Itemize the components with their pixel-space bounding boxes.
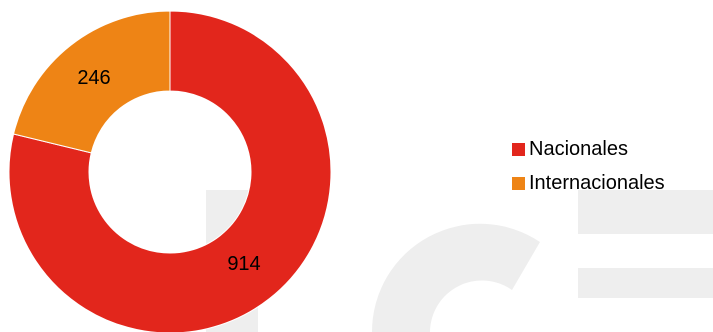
legend-label-nacionales: Nacionales (529, 137, 628, 160)
legend-label-internacionales: Internacionales (529, 171, 665, 194)
watermark-letter-c (371, 223, 540, 332)
watermark-letter-e-mid (578, 268, 713, 298)
donut-slices (8, 10, 332, 332)
watermark-letter-e-top (578, 190, 713, 234)
donut-slice-internacionales (12, 10, 171, 154)
legend-item-internacionales: Internacionales (512, 172, 665, 194)
data-label-internacionales: 246 (77, 67, 110, 89)
legend-swatch-internacionales (512, 176, 525, 190)
chart-legend: Nacionales Internacionales (512, 138, 665, 194)
legend-item-nacionales: Nacionales (512, 138, 665, 160)
donut-slice-nacionales (8, 10, 332, 332)
legend-swatch-nacionales (512, 142, 525, 156)
donut-data-labels: 914 246 (77, 67, 260, 275)
data-label-nacionales: 914 (227, 253, 260, 275)
